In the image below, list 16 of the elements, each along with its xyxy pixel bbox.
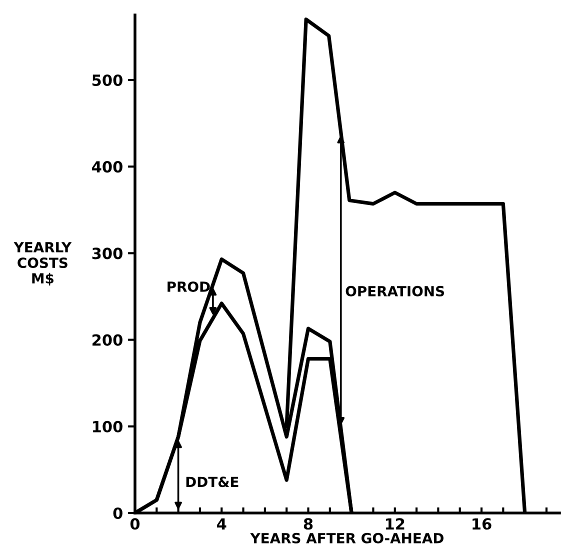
x-axis-title: YEARS AFTER GO-AHEAD [250, 532, 444, 544]
annotation: OPERATIONS [346, 286, 444, 296]
annotation: PROD [168, 281, 210, 292]
y-tick-label: 200 [92, 334, 122, 346]
y-tick-label: 500 [92, 74, 122, 86]
annotation: DDT&E [186, 476, 238, 488]
y-tick-label: 300 [92, 248, 122, 260]
x-tick-label: 16 [472, 518, 492, 530]
x-tick-label: 12 [386, 518, 404, 530]
y-axis-title: YEARLY COSTS M$ [14, 242, 72, 286]
x-tick-label: 0 [130, 518, 140, 530]
x-tick-label: 8 [304, 518, 313, 530]
y-tick-label: 100 [93, 420, 122, 432]
x-tick-label: 4 [216, 518, 226, 530]
y-tick-label: 400 [92, 161, 122, 173]
y-tick-label: 0 [113, 507, 122, 520]
